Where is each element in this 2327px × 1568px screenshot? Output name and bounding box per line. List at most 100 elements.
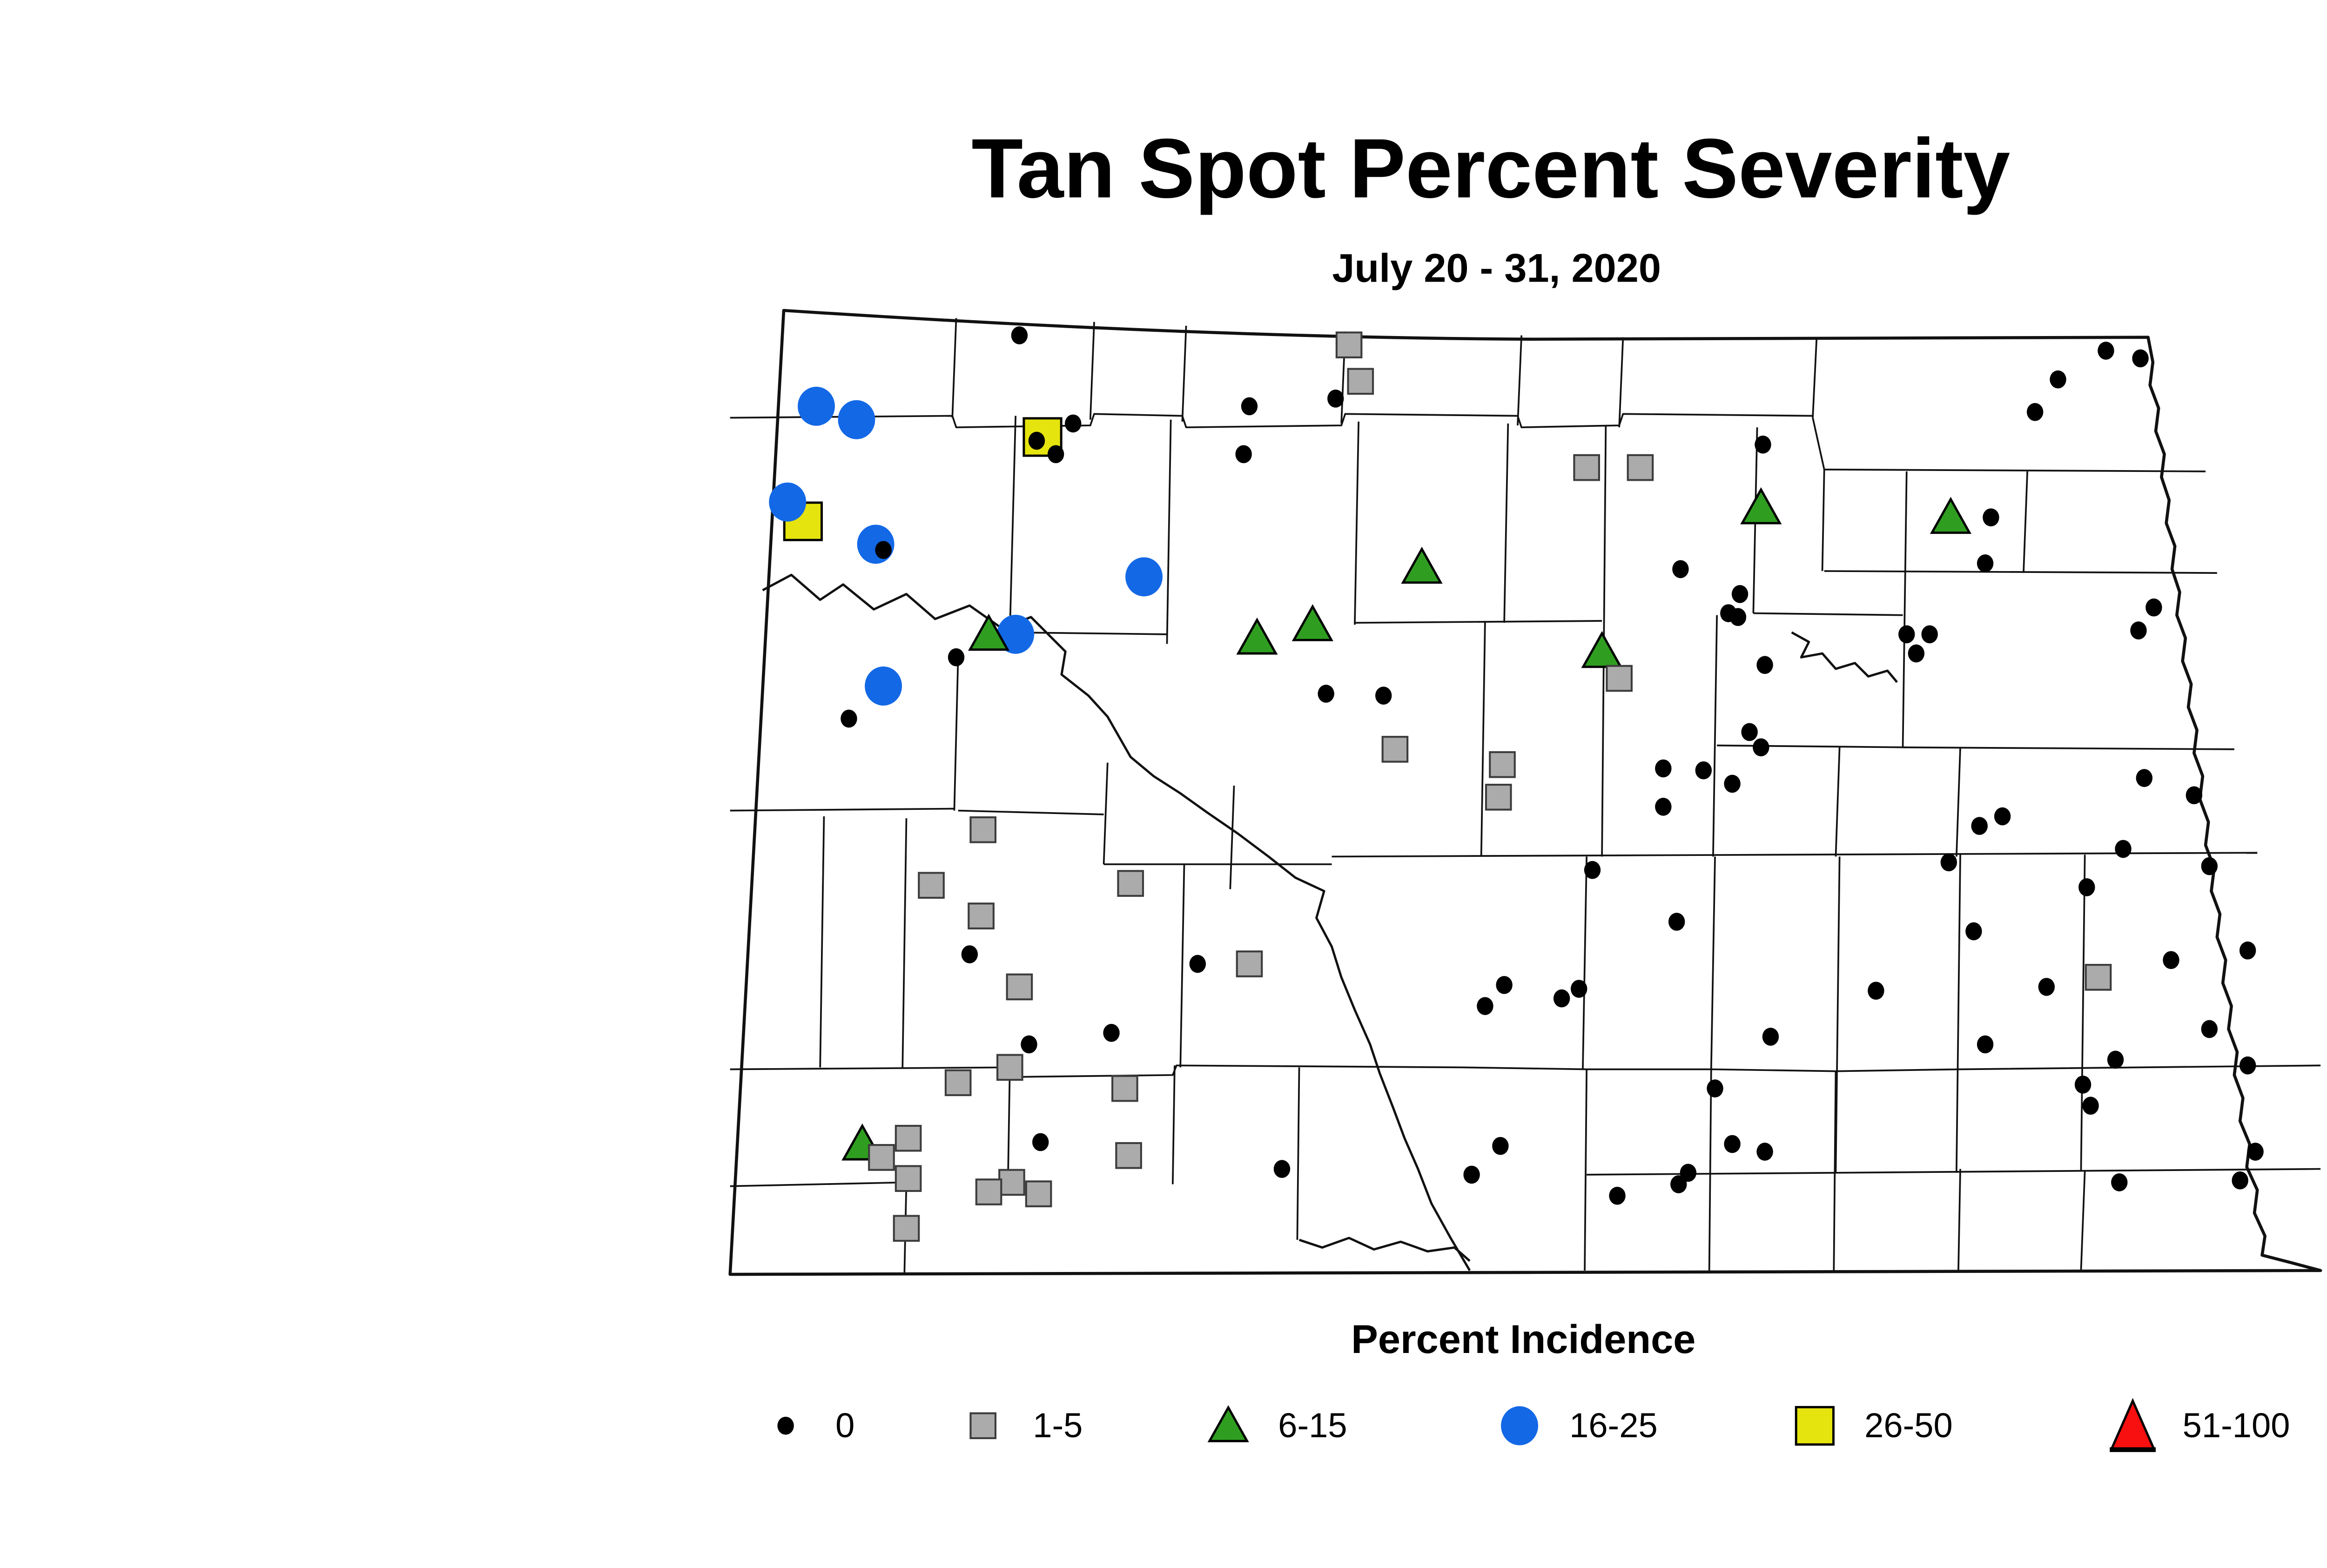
marker-small-black-dot bbox=[1753, 738, 1769, 757]
marker-gray-square bbox=[1606, 665, 1633, 692]
marker-small-black-dot bbox=[1235, 445, 1252, 464]
marker-small-black-dot bbox=[1977, 1035, 1994, 1054]
marker-green-triangle bbox=[1740, 487, 1782, 525]
marker-blue-circle bbox=[865, 666, 902, 706]
red-triangle-icon bbox=[2110, 1398, 2156, 1452]
marker-small-black-dot bbox=[2111, 1173, 2128, 1191]
devils-lake bbox=[1791, 631, 1898, 683]
marker-gray-square bbox=[1573, 454, 1600, 481]
blue-circle-icon bbox=[1501, 1406, 1538, 1446]
marker-small-black-dot bbox=[1028, 431, 1045, 450]
legend-item-51-100: 51-100 bbox=[2091, 1391, 2290, 1460]
marker-small-black-dot bbox=[1584, 861, 1601, 879]
yellow-square-icon bbox=[1795, 1406, 1835, 1446]
legend-label: 0 bbox=[835, 1406, 855, 1445]
marker-gray-square bbox=[1117, 870, 1144, 897]
legend-item-0: 0 bbox=[744, 1391, 855, 1460]
green-triangle-icon bbox=[1207, 1405, 1249, 1442]
marker-small-black-dot bbox=[1032, 1133, 1049, 1151]
marker-small-black-dot bbox=[2163, 951, 2179, 969]
marker-small-black-dot bbox=[1680, 1164, 1697, 1182]
marker-small-black-dot bbox=[1741, 723, 1758, 741]
marker-small-black-dot bbox=[2136, 769, 2153, 787]
marker-gray-square bbox=[894, 1165, 922, 1192]
marker-gray-square bbox=[894, 1124, 922, 1152]
legend-item-1-5: 1-5 bbox=[941, 1391, 1083, 1460]
small-black-dot-icon bbox=[777, 1416, 794, 1435]
marker-small-black-dot bbox=[1655, 759, 1672, 778]
marker-small-black-dot bbox=[961, 945, 978, 963]
marker-green-triangle bbox=[1401, 546, 1443, 584]
marker-blue-circle bbox=[798, 386, 835, 426]
marker-small-black-dot bbox=[1021, 1035, 1037, 1054]
marker-gray-square bbox=[1489, 751, 1516, 778]
marker-small-black-dot bbox=[2050, 370, 2066, 389]
gray-square-icon bbox=[969, 1412, 997, 1440]
marker-small-black-dot bbox=[1762, 1028, 1779, 1046]
marker-small-black-dot bbox=[1983, 508, 1999, 527]
marker-small-black-dot bbox=[2239, 1056, 2256, 1075]
marker-small-black-dot bbox=[1655, 798, 1672, 816]
marker-gray-square bbox=[1236, 950, 1263, 977]
marker-small-black-dot bbox=[1707, 1079, 1723, 1098]
marker-small-black-dot bbox=[1463, 1165, 1480, 1184]
marker-green-triangle bbox=[1291, 604, 1333, 641]
marker-small-black-dot bbox=[1908, 644, 1925, 663]
marker-gray-square bbox=[1111, 1075, 1138, 1102]
marker-small-black-dot bbox=[841, 709, 857, 728]
marker-small-black-dot bbox=[1670, 1175, 1687, 1193]
marker-small-black-dot bbox=[1103, 1023, 1120, 1042]
marker-gray-square bbox=[998, 1169, 1025, 1196]
marker-gray-square bbox=[1335, 331, 1363, 358]
marker-small-black-dot bbox=[2130, 621, 2147, 639]
marker-small-black-dot bbox=[1011, 326, 1028, 344]
marker-small-black-dot bbox=[1241, 397, 1258, 416]
marker-gray-square bbox=[868, 1144, 895, 1171]
marker-blue-circle bbox=[997, 614, 1035, 654]
marker-small-black-dot bbox=[1724, 774, 1741, 793]
marker-small-black-dot bbox=[1755, 435, 1771, 454]
map-markers bbox=[769, 326, 2264, 1242]
marker-small-black-dot bbox=[1668, 913, 1685, 931]
figure-title: Tan Spot Percent Severity bbox=[971, 122, 2011, 217]
marker-gray-square bbox=[1025, 1180, 1052, 1207]
marker-small-black-dot bbox=[1375, 686, 1392, 705]
legend-label: 51-100 bbox=[2182, 1406, 2290, 1445]
marker-small-black-dot bbox=[2074, 1076, 2092, 1094]
marker-small-black-dot bbox=[1756, 656, 1773, 674]
legend-label: 6-15 bbox=[1278, 1406, 1347, 1445]
marker-small-black-dot bbox=[2107, 1050, 2124, 1069]
marker-small-black-dot bbox=[1273, 1160, 1291, 1178]
marker-small-black-dot bbox=[1756, 1143, 1773, 1161]
marker-small-black-dot bbox=[2132, 349, 2149, 368]
marker-small-black-dot bbox=[875, 541, 892, 559]
legend-title: Percent Incidence bbox=[1351, 1318, 1696, 1363]
marker-blue-circle bbox=[769, 482, 807, 522]
marker-small-black-dot bbox=[1553, 989, 1570, 1008]
marker-gray-square bbox=[975, 1178, 1002, 1205]
figure-subtitle: July 20 - 31, 2020 bbox=[1332, 247, 1661, 291]
marker-small-black-dot bbox=[1724, 1135, 1741, 1153]
marker-small-black-dot bbox=[2186, 786, 2203, 805]
marker-small-black-dot bbox=[1977, 554, 1994, 572]
marker-small-black-dot bbox=[1868, 982, 1884, 1000]
marker-small-black-dot bbox=[1477, 997, 1493, 1015]
marker-gray-square bbox=[893, 1215, 920, 1242]
marker-green-triangle bbox=[1236, 617, 1278, 655]
marker-small-black-dot bbox=[2201, 1020, 2218, 1038]
marker-small-black-dot bbox=[2078, 878, 2095, 896]
missouri-river bbox=[762, 573, 1471, 1272]
north-dakota-county-map bbox=[728, 309, 2322, 1276]
marker-small-black-dot bbox=[1672, 560, 1689, 579]
marker-green-triangle bbox=[1930, 497, 1972, 534]
marker-small-black-dot bbox=[1492, 1137, 1509, 1155]
marker-small-black-dot bbox=[2232, 1171, 2248, 1190]
marker-gray-square bbox=[1347, 368, 1374, 395]
marker-gray-square bbox=[1627, 454, 1654, 481]
marker-gray-square bbox=[969, 816, 997, 843]
marker-small-black-dot bbox=[2038, 978, 2055, 996]
marker-small-black-dot bbox=[1940, 853, 1957, 872]
marker-small-black-dot bbox=[1921, 625, 1938, 644]
marker-small-black-dot bbox=[1047, 445, 1064, 464]
